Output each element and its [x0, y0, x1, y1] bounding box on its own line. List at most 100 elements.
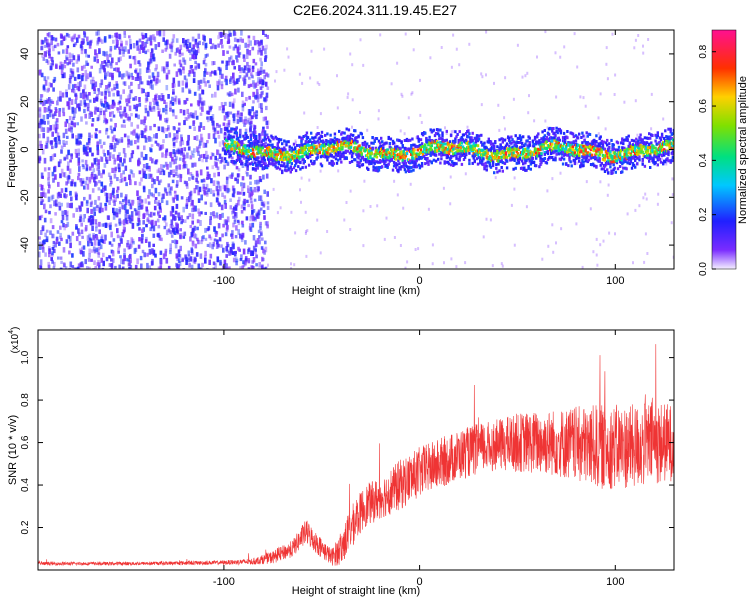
heatmap-cell [265, 120, 269, 126]
heatmap-cell [234, 207, 238, 211]
heatmap-cell [155, 64, 158, 70]
heatmap-cell [109, 177, 113, 182]
heatmap-cell [251, 167, 255, 171]
heatmap-cell [147, 201, 151, 205]
heatmap-cell [242, 260, 245, 265]
heatmap-cell [93, 173, 97, 180]
heatmap-cell [483, 167, 486, 171]
heatmap-cell [169, 210, 173, 217]
heatmap-cell [476, 144, 480, 148]
heatmap-cell [318, 136, 321, 140]
heatmap-cell [525, 168, 528, 172]
heatmap-cell [177, 149, 181, 155]
heatmap-cell [278, 157, 282, 161]
heatmap-cell [395, 165, 398, 169]
heatmap-cell [40, 72, 44, 77]
heatmap-cell [386, 166, 389, 169]
heatmap-cell [252, 215, 255, 222]
heatmap-cell [39, 265, 43, 269]
heatmap-cell [57, 135, 61, 141]
heatmap-cell [62, 107, 65, 113]
heatmap-cell [606, 193, 609, 197]
heatmap-cell [77, 34, 81, 39]
heatmap-cell [183, 59, 187, 65]
heatmap-cell [175, 263, 179, 268]
heatmap-cell [47, 87, 50, 92]
heatmap-cell [512, 151, 515, 155]
heatmap-cell [59, 232, 62, 237]
heatmap-cell [256, 40, 260, 45]
heatmap-cell [297, 154, 300, 158]
heatmap-cell [222, 105, 225, 111]
heatmap-cell [363, 179, 366, 183]
heatmap-cell [551, 148, 554, 152]
heatmap-cell [175, 38, 179, 43]
heatmap-cell [599, 92, 602, 96]
heatmap-cell [237, 143, 241, 147]
heatmap-cell [95, 206, 98, 212]
heatmap-cell [132, 173, 135, 178]
heatmap-cell [77, 82, 80, 88]
heatmap-cell [206, 53, 209, 57]
heatmap-cell [146, 262, 149, 269]
heatmap-cell [368, 145, 371, 149]
heatmap-cell [42, 57, 46, 61]
heatmap-cell [86, 266, 89, 269]
heatmap-cell [340, 155, 343, 159]
heatmap-cell [513, 243, 516, 247]
heatmap-cell [93, 86, 96, 91]
heatmap-cell [121, 266, 125, 269]
heatmap-cell [485, 154, 488, 158]
heatmap-cell [41, 53, 44, 58]
heatmap-cell [151, 84, 154, 90]
heatmap-cell [516, 156, 520, 160]
heatmap-cell [91, 249, 94, 253]
heatmap-cell [193, 187, 197, 194]
heatmap-cell [414, 248, 417, 251]
heatmap-cell [79, 262, 83, 268]
heatmap-cell [123, 158, 126, 164]
heatmap-cell [197, 80, 201, 86]
heatmap-cell [204, 67, 207, 73]
heatmap-cell [43, 167, 47, 172]
heatmap-cell [85, 225, 88, 231]
heatmap-cell [171, 109, 175, 113]
heatmap-cell [136, 46, 139, 51]
heatmap-cell [250, 204, 254, 210]
heatmap-cell [403, 168, 407, 172]
heatmap-cell [122, 49, 125, 54]
heatmap-cell [505, 166, 509, 170]
heatmap-cell [491, 264, 494, 268]
heatmap-cell [134, 96, 138, 101]
heatmap-cell [225, 187, 228, 193]
heatmap-cell [63, 225, 66, 231]
heatmap-cell [177, 258, 181, 263]
heatmap-cell [153, 179, 156, 185]
heatmap-cell [122, 119, 126, 124]
heatmap-cell [96, 117, 100, 122]
heatmap-cell [514, 166, 517, 170]
heatmap-cell [239, 37, 243, 41]
heatmap-cell [488, 155, 492, 159]
heatmap-cell [165, 43, 169, 50]
heatmap-cell [450, 257, 453, 261]
heatmap-cell [179, 141, 182, 147]
heatmap-cell [161, 95, 165, 101]
heatmap-cell [259, 77, 262, 82]
heatmap-cell [66, 210, 69, 217]
heatmap-cell [304, 210, 307, 214]
heatmap-cell [216, 158, 219, 162]
heatmap-cell [74, 99, 78, 105]
heatmap-cell [418, 144, 422, 148]
heatmap-cell [233, 149, 236, 153]
heatmap-cell [415, 165, 418, 169]
heatmap-cell [105, 101, 109, 108]
heatmap-cell [321, 152, 325, 155]
heatmap-cell [186, 152, 189, 159]
heatmap-cell [176, 130, 179, 134]
heatmap-cell [430, 148, 433, 152]
heatmap-cell [71, 110, 75, 115]
heatmap-cell [247, 146, 250, 150]
heatmap-cell [662, 117, 665, 121]
heatmap-cell [316, 126, 319, 129]
